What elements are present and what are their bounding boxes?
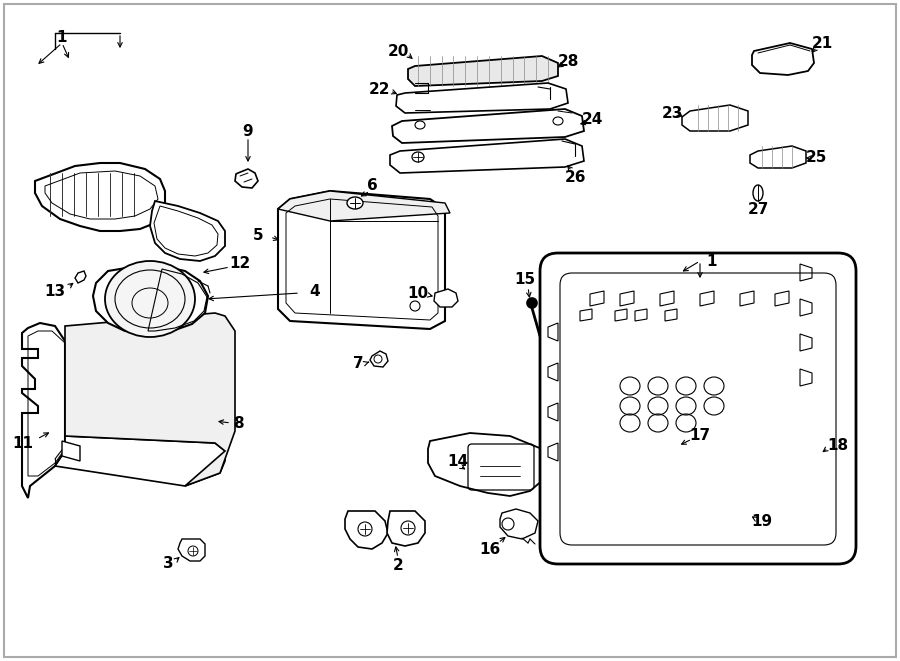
Ellipse shape xyxy=(347,197,363,209)
Text: 22: 22 xyxy=(369,81,391,97)
Polygon shape xyxy=(62,441,80,461)
Text: 28: 28 xyxy=(557,54,579,69)
Text: 17: 17 xyxy=(689,428,711,444)
Text: 21: 21 xyxy=(812,36,833,50)
Polygon shape xyxy=(408,56,558,86)
Text: 4: 4 xyxy=(310,284,320,299)
Text: 9: 9 xyxy=(243,124,253,139)
Text: 12: 12 xyxy=(230,256,250,270)
Polygon shape xyxy=(396,83,568,113)
Text: 5: 5 xyxy=(253,229,264,243)
Polygon shape xyxy=(390,139,584,173)
Polygon shape xyxy=(35,163,165,231)
Text: 6: 6 xyxy=(366,178,377,192)
Text: 13: 13 xyxy=(44,284,66,299)
Text: 11: 11 xyxy=(13,436,33,451)
Text: 23: 23 xyxy=(662,106,683,120)
Polygon shape xyxy=(387,511,425,546)
Polygon shape xyxy=(345,511,388,549)
Polygon shape xyxy=(178,539,205,561)
Polygon shape xyxy=(682,105,748,131)
Text: 27: 27 xyxy=(747,202,769,217)
Ellipse shape xyxy=(527,298,537,308)
Text: 20: 20 xyxy=(387,44,409,59)
Text: 7: 7 xyxy=(353,356,364,371)
Text: 10: 10 xyxy=(408,286,428,301)
Text: 24: 24 xyxy=(581,112,603,126)
Text: 3: 3 xyxy=(163,555,174,570)
Polygon shape xyxy=(752,43,814,75)
Text: 19: 19 xyxy=(752,514,772,529)
Text: 8: 8 xyxy=(233,416,243,430)
Polygon shape xyxy=(75,271,86,283)
Polygon shape xyxy=(55,436,225,486)
Polygon shape xyxy=(65,313,235,486)
Polygon shape xyxy=(278,191,445,329)
Ellipse shape xyxy=(753,185,763,201)
Polygon shape xyxy=(500,509,538,539)
Ellipse shape xyxy=(410,301,420,311)
Polygon shape xyxy=(22,323,65,498)
Polygon shape xyxy=(428,433,548,496)
Text: 16: 16 xyxy=(480,541,500,557)
Text: 1: 1 xyxy=(57,30,68,44)
Polygon shape xyxy=(392,109,584,143)
Polygon shape xyxy=(434,289,458,307)
Polygon shape xyxy=(150,201,225,261)
Ellipse shape xyxy=(105,261,195,337)
Polygon shape xyxy=(235,169,258,188)
Ellipse shape xyxy=(412,152,424,162)
Text: 15: 15 xyxy=(515,272,536,286)
FancyBboxPatch shape xyxy=(540,253,856,564)
Polygon shape xyxy=(370,351,388,367)
Text: 18: 18 xyxy=(827,438,849,453)
Text: 25: 25 xyxy=(806,149,827,165)
Polygon shape xyxy=(93,266,208,333)
Polygon shape xyxy=(775,443,822,466)
Polygon shape xyxy=(278,191,450,221)
Text: 2: 2 xyxy=(392,559,403,574)
Polygon shape xyxy=(750,146,806,168)
Text: 14: 14 xyxy=(447,453,469,469)
Polygon shape xyxy=(602,423,690,503)
Text: 26: 26 xyxy=(564,169,586,184)
Text: 1: 1 xyxy=(706,254,717,268)
